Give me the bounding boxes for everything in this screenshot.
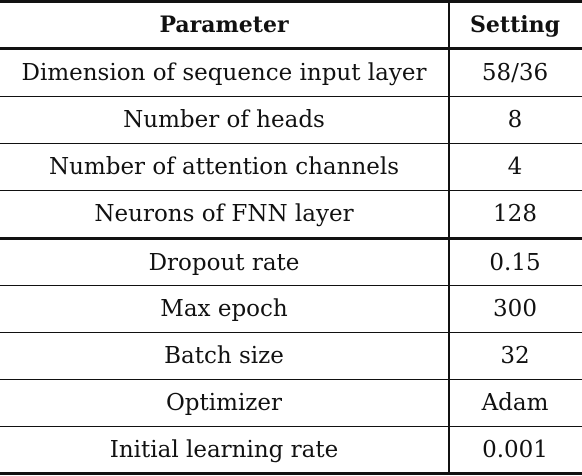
row-divider [0, 285, 582, 286]
table-row: Dimension of sequence input layer 58/36 [0, 50, 582, 96]
param-setting: Adam [481, 390, 549, 416]
row-divider [0, 332, 582, 333]
param-setting: 4 [507, 154, 523, 180]
param-setting: 32 [500, 343, 530, 369]
section-rule [0, 237, 582, 240]
param-setting: 128 [493, 201, 537, 227]
top-rule [0, 0, 582, 3]
table-row: Number of heads 8 [0, 97, 582, 143]
param-setting: 0.001 [482, 437, 548, 463]
column-divider [448, 0, 450, 475]
header-setting: Setting [470, 12, 560, 38]
param-name: Batch size [164, 343, 284, 369]
row-divider [0, 426, 582, 427]
param-setting: 58/36 [481, 60, 549, 86]
param-setting: 0.15 [489, 250, 541, 276]
param-name: Optimizer [165, 390, 283, 416]
param-name: Number of heads [123, 107, 325, 133]
param-name: Number of attention channels [48, 154, 400, 180]
header-rule [0, 47, 582, 50]
table-header: Parameter Setting [0, 2, 582, 48]
param-name: Initial learning rate [109, 437, 339, 463]
row-divider [0, 190, 582, 191]
header-parameter: Parameter [159, 12, 289, 38]
table-row: Initial learning rate 0.001 [0, 427, 582, 473]
param-name: Max epoch [160, 296, 288, 322]
param-name: Dimension of sequence input layer [21, 60, 427, 86]
row-divider [0, 96, 582, 97]
param-setting: 8 [507, 107, 523, 133]
table-row: Optimizer Adam [0, 380, 582, 426]
param-name: Neurons of FNN layer [94, 201, 354, 227]
table-row: Batch size 32 [0, 333, 582, 379]
param-name: Dropout rate [148, 250, 300, 276]
table-row: Dropout rate 0.15 [0, 240, 582, 286]
param-setting: 300 [493, 296, 537, 322]
table-row: Number of attention channels 4 [0, 144, 582, 190]
bottom-rule [0, 472, 582, 475]
table-row: Neurons of FNN layer 128 [0, 191, 582, 237]
row-divider [0, 379, 582, 380]
table-row: Max epoch 300 [0, 286, 582, 332]
row-divider [0, 143, 582, 144]
